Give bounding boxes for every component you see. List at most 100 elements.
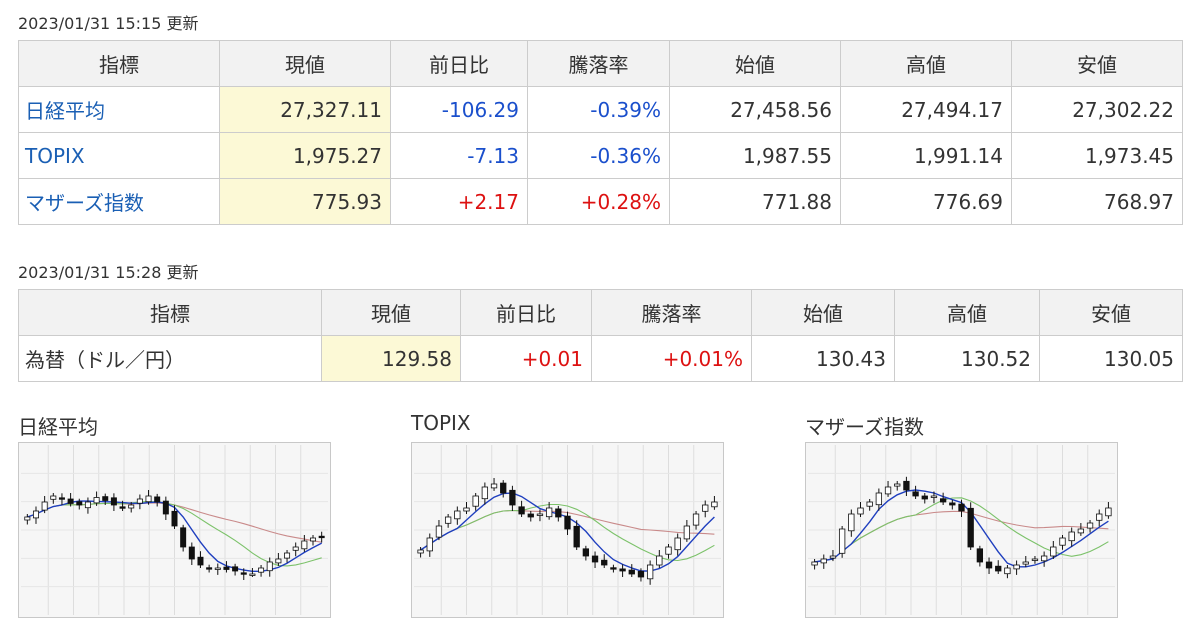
candle — [536, 509, 544, 522]
candle-body — [1068, 531, 1075, 542]
candle — [1086, 520, 1094, 533]
candle-body — [949, 502, 956, 506]
candle — [417, 547, 424, 558]
candle-body — [884, 486, 892, 495]
candle-body — [683, 525, 691, 540]
candle — [912, 485, 919, 499]
candle-body — [249, 573, 256, 576]
candle — [119, 500, 126, 511]
index-link-mothers[interactable]: マザーズ指数 — [25, 191, 144, 215]
candle-body — [145, 495, 152, 503]
candle-body — [674, 537, 681, 551]
candle-body — [591, 555, 599, 563]
candle — [509, 485, 516, 511]
candle — [884, 481, 892, 497]
candle — [197, 551, 204, 568]
candle-body — [601, 559, 608, 566]
candle-body — [692, 513, 700, 526]
index-link-nikkei[interactable]: 日経平均 — [25, 99, 105, 123]
candle-body — [656, 555, 663, 566]
change-percent: -0.36% — [527, 132, 670, 179]
candle-body — [555, 508, 562, 518]
table-row: TOPIX 1,975.27 -7.13 -0.36% 1,987.55 1,9… — [18, 132, 1183, 179]
candle-body — [500, 482, 507, 494]
candle-body — [1022, 561, 1029, 565]
candle — [838, 526, 846, 558]
candle — [490, 478, 498, 491]
chart-mothers[interactable] — [805, 442, 1118, 618]
candle — [76, 498, 83, 510]
candle-body — [838, 528, 846, 554]
candle-body — [463, 507, 470, 512]
high-value: 130.52 — [894, 335, 1040, 382]
candle — [232, 563, 239, 576]
candle — [702, 500, 709, 518]
candle-body — [628, 569, 635, 575]
candle-body — [284, 552, 291, 559]
candle — [435, 520, 443, 541]
change-percent: +0.01% — [591, 335, 752, 382]
candle-body — [1040, 555, 1048, 562]
candle — [875, 488, 883, 511]
candle — [206, 564, 213, 573]
candle-body — [646, 564, 654, 580]
candle — [894, 481, 901, 491]
candle-body — [665, 546, 672, 555]
low-value: 27,302.22 — [1011, 86, 1183, 133]
candle — [481, 482, 489, 505]
candle — [683, 520, 691, 542]
chart-title-nikkei: 日経平均 — [18, 415, 98, 439]
chart-topix[interactable] — [411, 442, 724, 618]
candle — [1105, 502, 1112, 519]
candle — [258, 565, 265, 577]
candle — [102, 493, 109, 505]
candle — [601, 554, 608, 568]
candle — [444, 514, 452, 528]
candle-body — [875, 492, 883, 506]
candle-body — [518, 506, 525, 515]
col-header-index: 指標 — [18, 289, 322, 336]
candle-body — [481, 486, 489, 500]
current-value: 27,327.11 — [219, 86, 391, 133]
candle — [958, 499, 965, 517]
candle-body — [939, 498, 947, 503]
index-link-topix[interactable]: TOPIX — [25, 143, 85, 168]
candle-body — [76, 501, 83, 506]
candle — [857, 502, 864, 517]
candle — [426, 533, 433, 557]
candle — [318, 531, 325, 543]
candle — [692, 511, 700, 530]
candle-body — [811, 561, 818, 566]
col-header-percent: 騰落率 — [527, 40, 670, 87]
candle — [619, 564, 626, 577]
open-value: 27,458.56 — [669, 86, 841, 133]
candle-body — [84, 501, 91, 509]
candle-body — [490, 483, 498, 489]
candle — [32, 506, 39, 524]
candle — [284, 550, 291, 563]
candle-body — [1031, 558, 1039, 561]
candle-body — [266, 561, 273, 572]
candle-body — [232, 566, 239, 572]
candle-body — [912, 491, 919, 497]
candle-body — [1050, 546, 1057, 557]
col-header-low: 安値 — [1039, 289, 1183, 336]
candle — [903, 476, 910, 496]
candle — [50, 493, 57, 504]
candle — [573, 520, 580, 550]
chart-nikkei[interactable] — [18, 442, 331, 618]
candle — [1077, 523, 1085, 536]
candle — [223, 561, 230, 573]
candle-body — [619, 568, 626, 572]
candle — [1031, 556, 1039, 564]
candle-body — [318, 535, 325, 539]
candle — [848, 509, 855, 537]
candle-body — [829, 555, 837, 559]
candle — [41, 496, 48, 514]
table-row: 日経平均 27,327.11 -106.29 -0.39% 27,458.56 … — [18, 86, 1183, 133]
col-header-low: 安値 — [1011, 40, 1183, 87]
candle-body — [536, 513, 544, 516]
candle — [162, 496, 169, 520]
candle-body — [1013, 564, 1020, 570]
col-header-open: 始値 — [751, 289, 895, 336]
